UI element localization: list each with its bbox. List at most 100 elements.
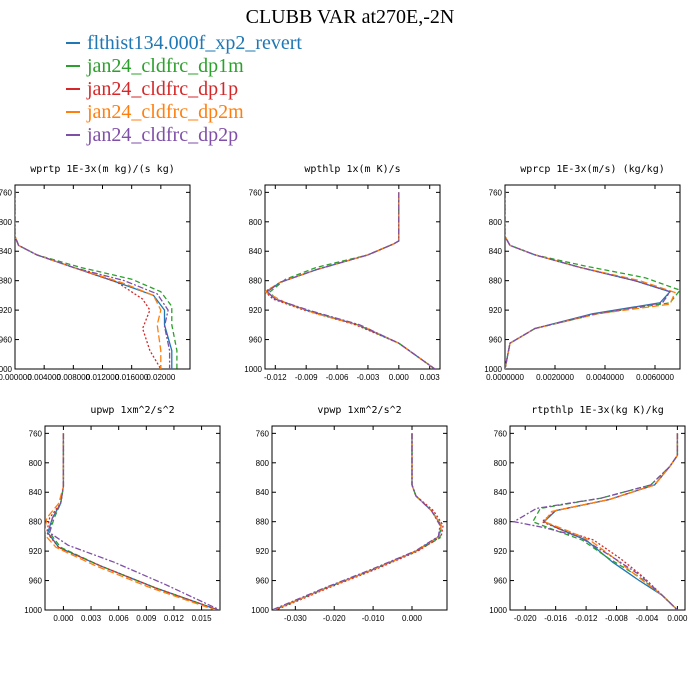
plot-frame [264,184,441,370]
x-tick-label: 0.000000 [0,373,32,382]
series-line [15,192,173,369]
legend-line-swatch [66,134,80,137]
legend-item: jan24_cldfrc_dp1m [66,55,302,78]
y-tick-label: 920 [489,306,503,315]
x-tick-label: -0.030 [284,614,307,623]
x-tick-label: -0.009 [295,373,318,382]
series-line [266,192,436,369]
y-tick-label: 800 [489,218,503,227]
series-line [272,433,441,610]
x-tick-label: -0.012 [575,614,598,623]
x-tick-label: 0.000 [53,614,74,623]
series-line [265,192,436,369]
x-tick-label: -0.016 [544,614,567,623]
y-tick-label: 1000 [484,365,502,374]
legend-line-swatch [66,88,80,91]
series-line [15,192,178,369]
y-tick-label: 920 [249,306,263,315]
y-tick-label: 840 [489,247,503,256]
y-tick-label: 1000 [244,365,262,374]
x-tick-label: -0.006 [326,373,349,382]
y-tick-label: 920 [29,547,43,556]
legend-label: jan24_cldfrc_dp2p [87,124,239,146]
y-tick-label: 920 [494,547,508,556]
legend-label: jan24_cldfrc_dp1m [87,55,244,77]
series-line [48,433,220,610]
plot-title: wprtp 1E-3x(m kg)/(s kg) [30,164,175,175]
series-line [15,192,162,369]
y-tick-label: 960 [29,577,43,586]
x-tick-label: 0.009 [136,614,157,623]
x-tick-label: -0.020 [323,614,346,623]
series-line [505,192,680,369]
y-tick-label: 1000 [24,606,42,615]
y-tick-label: 960 [249,336,263,345]
plot-title: rtpthlp 1E-3x(kg K)/kg [531,405,663,416]
x-tick-label: -0.010 [362,614,385,623]
y-tick-label: 1000 [489,606,507,615]
series-line [273,433,442,610]
legend-line-swatch [66,111,80,114]
x-tick-label: 0.012000 [86,373,120,382]
y-tick-label: 880 [29,518,43,527]
plot-panel: vpwp 1xm^2/s^2 760 800 840 880 920 960 1000 -0.0… [251,405,448,623]
y-tick-label: 960 [489,336,503,345]
y-tick-label: 960 [494,577,508,586]
plot-frame [44,425,221,611]
x-tick-label: 0.000 [667,614,688,623]
series-line [531,433,679,610]
plot-panel: upwp 1xm^2/s^2 760 800 840 880 920 960 1000 0.00… [24,405,221,623]
y-tick-label: 880 [0,277,13,286]
y-tick-label: 840 [29,488,43,497]
x-tick-label: -0.020 [514,614,537,623]
x-tick-label: 0.004000 [27,373,61,382]
y-tick-label: 840 [256,488,270,497]
y-tick-label: 760 [489,188,503,197]
legend-item: jan24_cldfrc_dp2p [66,124,302,147]
series-line [505,192,672,369]
legend-line-swatch [66,65,80,68]
x-tick-label: -0.012 [264,373,287,382]
y-tick-label: 920 [0,306,13,315]
y-tick-label: 800 [0,218,13,227]
x-tick-label: 0.012 [164,614,185,623]
y-tick-label: 760 [256,429,270,438]
series-line [505,192,672,369]
y-tick-label: 840 [249,247,263,256]
y-tick-label: 1000 [251,606,269,615]
legend-item: flthist134.000f_xp2_revert [66,32,302,55]
series-line [48,433,219,610]
x-tick-label: 0.02000 [146,373,175,382]
x-tick-label: 0.0020000 [536,373,574,382]
y-tick-label: 960 [256,577,270,586]
series-line [505,192,672,369]
y-tick-label: 800 [29,459,43,468]
y-tick-label: 880 [256,518,270,527]
y-tick-label: 880 [489,277,503,286]
x-tick-label: 0.003 [81,614,102,623]
legend-label: jan24_cldfrc_dp2m [87,101,244,123]
y-tick-label: 1000 [0,365,13,374]
x-tick-label: 0.003 [420,373,441,382]
series-line [511,433,679,610]
figure-title: CLUBB VAR at270E,-2N [245,6,455,28]
plot-frame [509,425,686,611]
y-tick-label: 760 [0,188,13,197]
y-tick-label: 880 [494,518,508,527]
y-tick-label: 800 [256,459,270,468]
plot-title: vpwp 1xm^2/s^2 [317,405,401,416]
series-line [47,433,219,610]
plot-panel: wprtp 1E-3x(m kg)/(s kg) 760 800 840 880 920 9… [0,164,191,382]
series-line [543,433,679,610]
series-line [505,192,676,369]
x-tick-label: 0.000 [389,373,410,382]
series-line [15,192,162,369]
legend: flthist134.000f_xp2_revert jan24_cldfrc_… [66,32,302,147]
legend-line-swatch [66,42,80,45]
series-line [266,192,436,369]
legend-label: jan24_cldfrc_dp1p [87,78,239,100]
y-tick-label: 840 [494,488,508,497]
series-line [540,433,679,610]
plot-title: wprcp 1E-3x(m/s) (kg/kg) [520,164,665,175]
